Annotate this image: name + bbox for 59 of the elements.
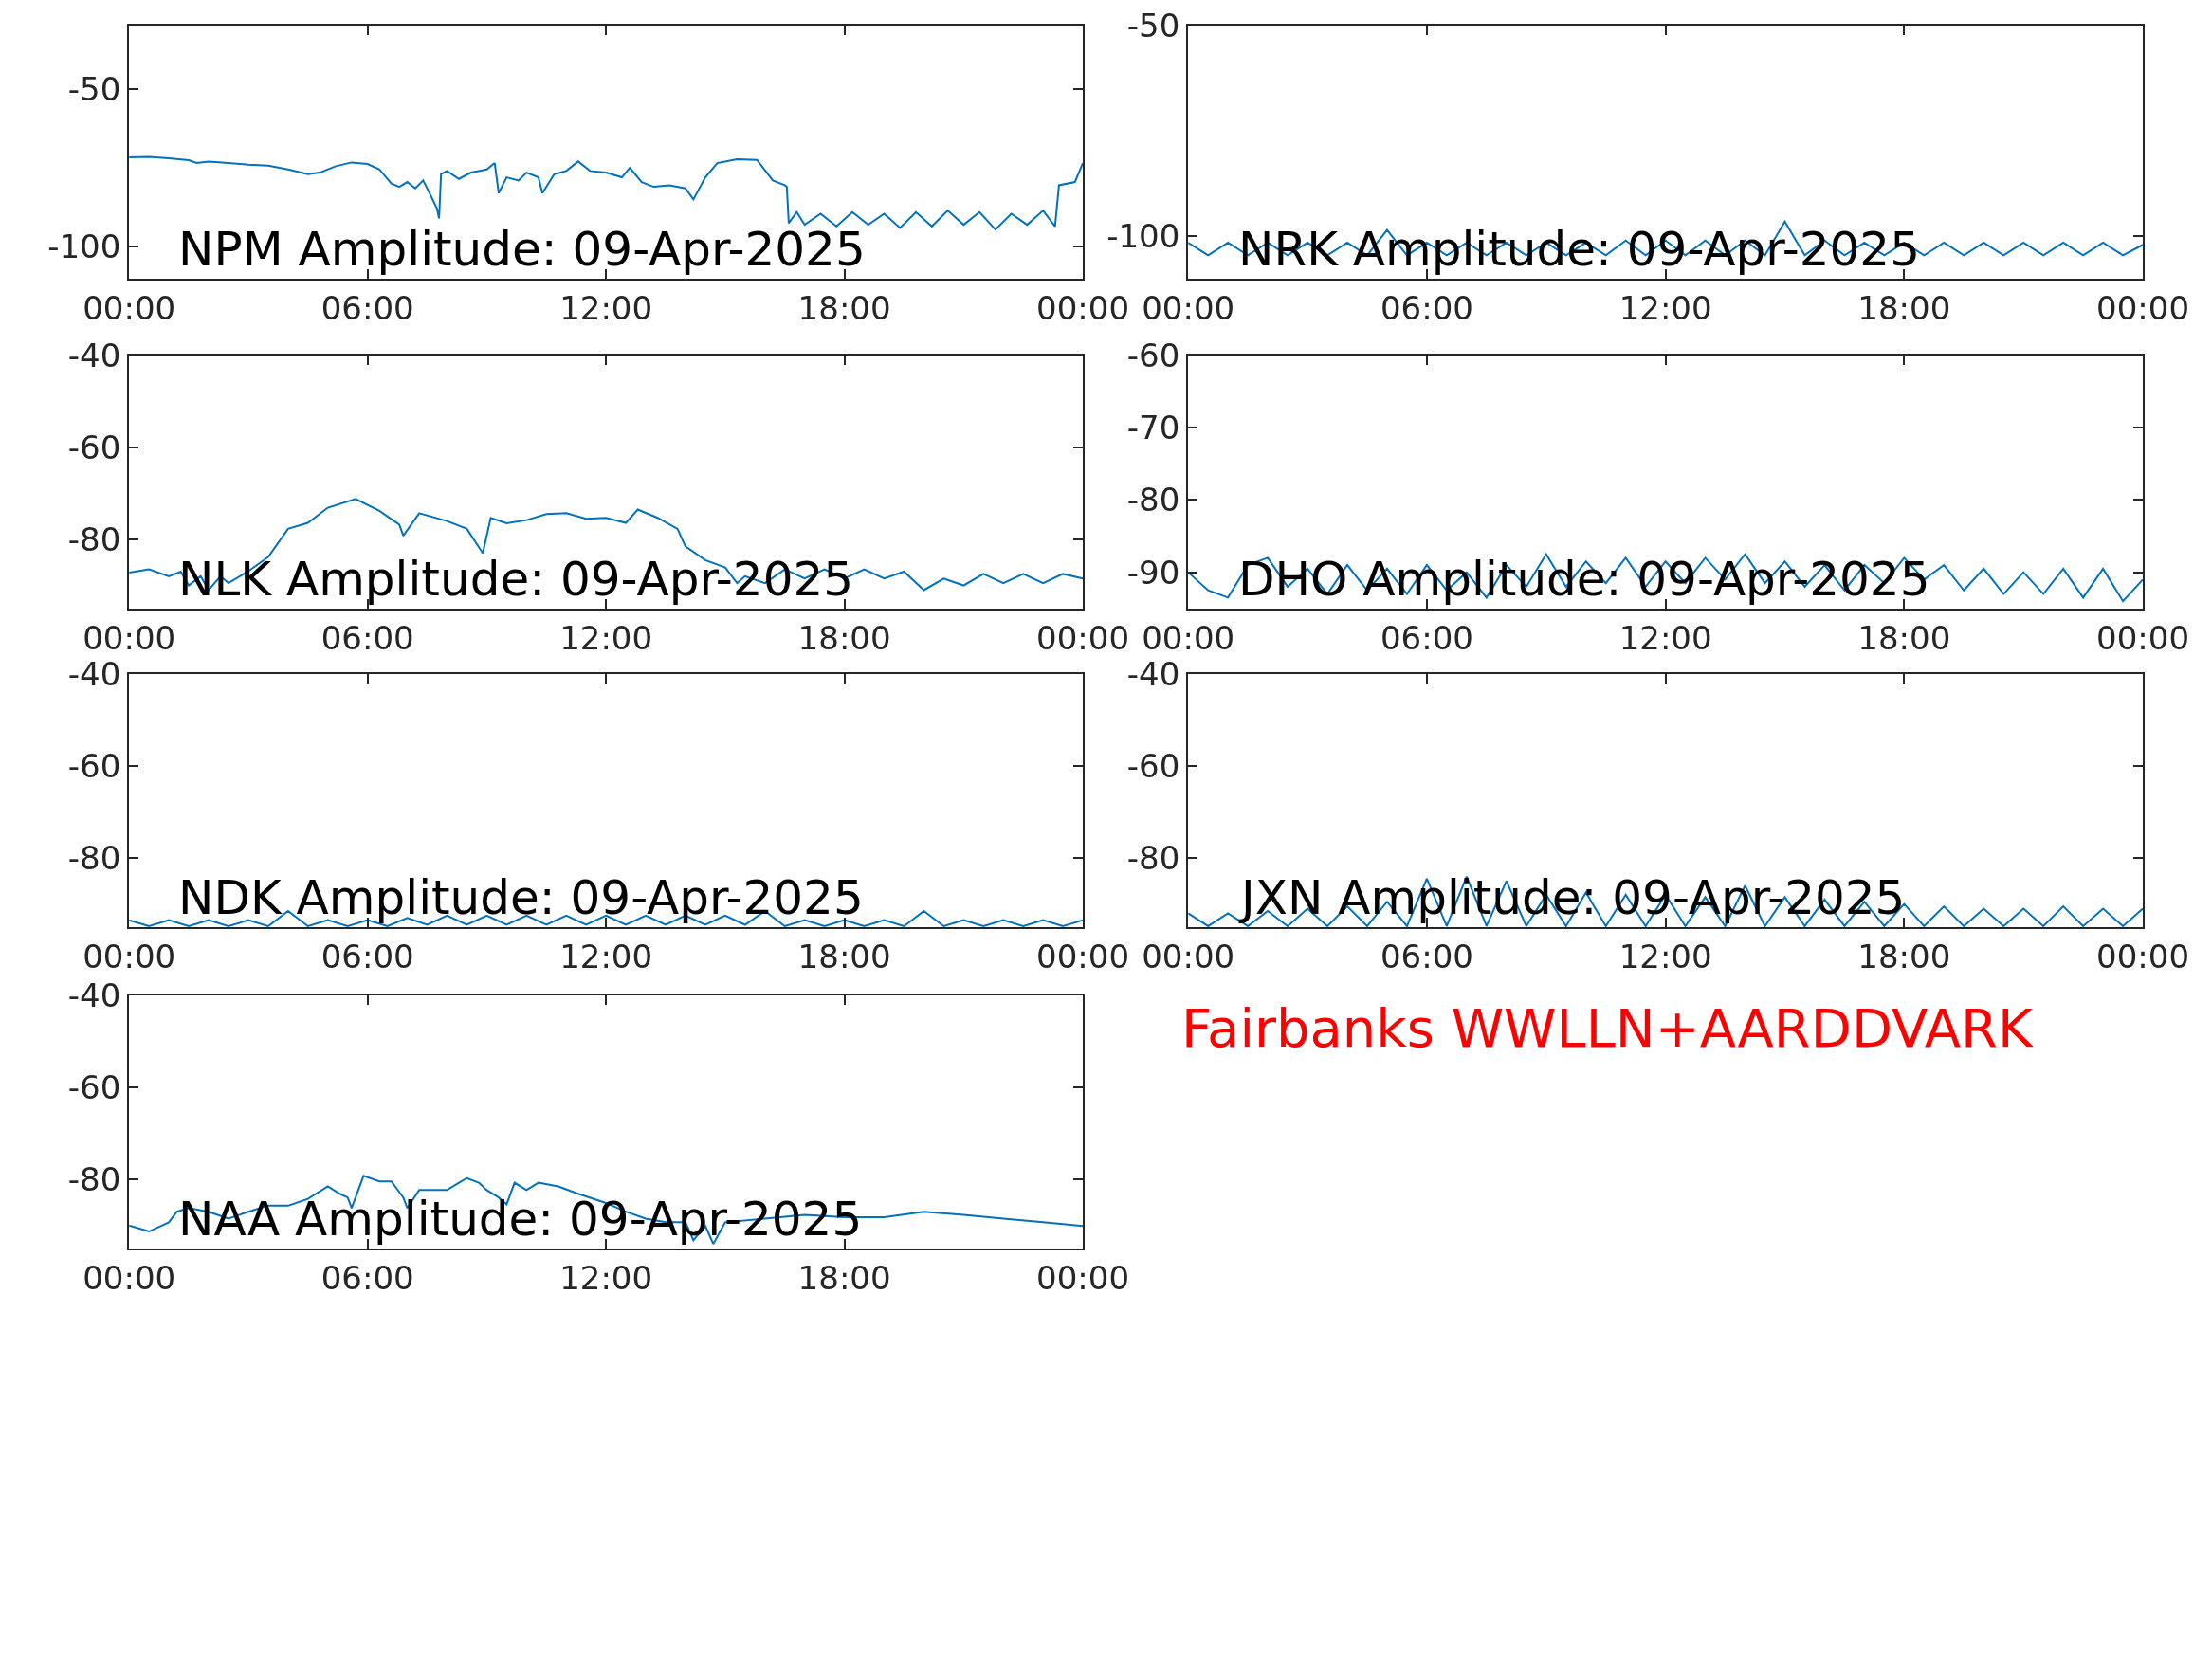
y-tick-label: -60: [67, 428, 121, 466]
x-tick-label: 12:00: [1618, 937, 1712, 975]
x-tick-label: 00:00: [1142, 937, 1235, 975]
x-tick-label: 06:00: [1380, 937, 1473, 975]
x-tick-label: 18:00: [797, 1258, 891, 1297]
y-tick-label: -40: [67, 336, 121, 374]
x-tick-label: 18:00: [1857, 618, 1951, 657]
x-tick-label: 18:00: [797, 618, 891, 657]
y-tick-label: -70: [1126, 409, 1180, 447]
y-tick-label: -50: [67, 69, 121, 108]
x-tick-label: 06:00: [320, 1258, 414, 1297]
x-tick-label: 12:00: [1618, 618, 1712, 657]
y-tick-label: -80: [67, 1160, 121, 1199]
x-tick-label: 18:00: [797, 288, 891, 327]
x-tick-label: 12:00: [559, 618, 653, 657]
x-tick-label: 12:00: [559, 288, 653, 327]
x-tick-label: 00:00: [1036, 618, 1130, 657]
x-tick-label: 18:00: [1857, 288, 1951, 327]
line-series: [129, 155, 1084, 231]
x-tick-label: 00:00: [2096, 288, 2190, 327]
x-tick-label: 18:00: [1857, 937, 1951, 975]
y-tick-label: -100: [47, 228, 121, 266]
x-tick-label: 00:00: [1036, 1258, 1130, 1297]
x-tick-label: 00:00: [2096, 618, 2190, 657]
y-tick-label: -40: [1126, 654, 1180, 693]
x-tick-label: 00:00: [1036, 937, 1130, 975]
x-tick-label: 00:00: [82, 1258, 176, 1297]
y-tick-label: -60: [67, 746, 121, 785]
y-tick-label: -40: [67, 975, 121, 1014]
x-tick-label: 06:00: [320, 937, 414, 975]
x-tick-label: 00:00: [1142, 618, 1235, 657]
y-tick-label: -50: [1126, 6, 1180, 45]
y-tick-label: -100: [1106, 217, 1180, 256]
y-tick-label: -80: [67, 520, 121, 558]
x-tick-label: 00:00: [1036, 288, 1130, 327]
x-tick-label: 00:00: [1142, 288, 1235, 327]
y-tick-label: -80: [1126, 839, 1180, 878]
x-tick-label: 18:00: [797, 937, 891, 975]
y-tick-label: -60: [1126, 336, 1180, 374]
x-tick-label: 06:00: [1380, 288, 1473, 327]
x-tick-label: 00:00: [82, 937, 176, 975]
y-tick-label: -40: [67, 654, 121, 693]
y-tick-label: -60: [67, 1068, 121, 1107]
y-tick-label: -80: [1126, 481, 1180, 520]
x-tick-label: 00:00: [2096, 937, 2190, 975]
text: NPM Amplitude: 09-Apr-2025: [178, 222, 866, 277]
x-tick-label: 00:00: [82, 288, 176, 327]
y-tick-label: -80: [67, 839, 121, 878]
y-tick-label: -60: [1126, 746, 1180, 785]
x-tick-label: 06:00: [320, 618, 414, 657]
x-tick-label: 12:00: [559, 1258, 653, 1297]
x-tick-label: 06:00: [320, 288, 414, 327]
y-tick-label: -90: [1126, 553, 1180, 592]
text: Fairbanks WWLLN+AARDDVARK: [1181, 997, 2034, 1059]
text: NDK Amplitude: 09-Apr-2025: [178, 870, 864, 925]
x-tick-label: 06:00: [1380, 618, 1473, 657]
x-tick-label: 12:00: [559, 937, 653, 975]
x-tick-label: 00:00: [82, 618, 176, 657]
x-tick-label: 12:00: [1618, 288, 1712, 327]
